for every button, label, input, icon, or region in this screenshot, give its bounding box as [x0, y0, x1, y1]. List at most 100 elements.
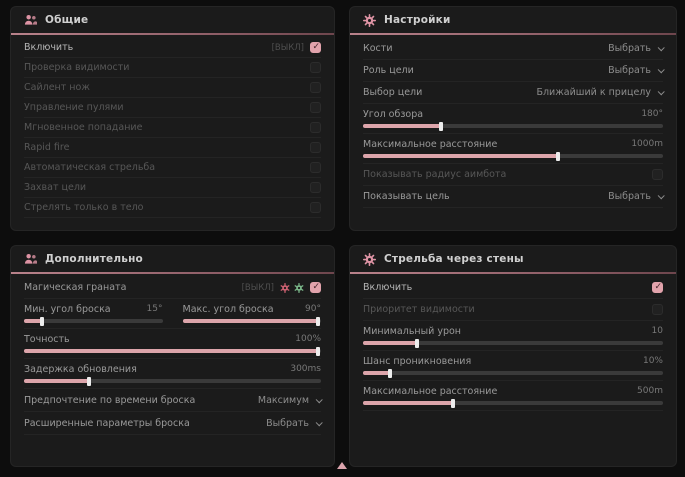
advanced-throw-dropdown[interactable]: Выбрать — [266, 417, 323, 429]
slider-value: 15° — [146, 304, 163, 314]
header-underline — [350, 272, 676, 274]
visibility-check-checkbox[interactable] — [310, 62, 321, 73]
header-underline — [11, 33, 334, 35]
accuracy-slider[interactable] — [24, 346, 321, 356]
red-status-icon — [280, 278, 290, 297]
target-role-dropdown[interactable]: Выбрать — [608, 65, 665, 76]
row-max-throw-angle: Макс. угол броска 90° — [182, 299, 321, 328]
panel-settings-header: Настройки — [350, 7, 676, 33]
row-enable: Включить [ВЫКЛ] — [24, 38, 321, 58]
row-max-distance: Максимальное расстояние 500m — [363, 381, 663, 411]
auto-fire-checkbox[interactable] — [310, 162, 321, 173]
row-enable: Включить — [363, 277, 663, 299]
slider-label: Угол обзора — [363, 108, 424, 120]
slider-thumb[interactable] — [415, 338, 419, 348]
max-throw-slider[interactable] — [182, 316, 321, 326]
bones-dropdown[interactable]: Выбрать — [608, 43, 665, 54]
slider-thumb[interactable] — [451, 398, 455, 408]
show-target-dropdown[interactable]: Выбрать — [608, 191, 665, 202]
penetration-slider[interactable] — [363, 368, 663, 378]
visibility-priority-checkbox[interactable] — [652, 304, 663, 315]
throw-time-dropdown[interactable]: Максимум — [258, 395, 323, 406]
fov-slider[interactable] — [363, 121, 663, 131]
row-show-target: Показывать цель Выбрать — [363, 186, 665, 208]
panel-additional: Дополнительно Магическая граната [ВЫКЛ] — [10, 245, 335, 467]
row-label: Выбор цели — [363, 87, 423, 98]
target-lock-checkbox[interactable] — [310, 182, 321, 193]
chevron-down-icon — [315, 418, 323, 426]
chevron-down-icon — [657, 88, 665, 96]
row-label: Включить — [363, 282, 413, 293]
chevron-down-icon — [657, 192, 665, 200]
state-tag: [ВЫКЛ] — [241, 282, 274, 293]
slider-thumb[interactable] — [556, 151, 560, 161]
bullet-control-checkbox[interactable] — [310, 102, 321, 113]
panel-title: Стрельба через стены — [384, 253, 524, 265]
row-label: Показывать радиус аимбота — [363, 169, 507, 180]
slider-thumb[interactable] — [316, 316, 321, 326]
slider-thumb[interactable] — [316, 346, 321, 356]
dropdown-value: Выбрать — [608, 43, 651, 54]
instant-hit-checkbox[interactable] — [310, 122, 321, 133]
row-label: Кости — [363, 43, 393, 54]
max-distance-slider[interactable] — [363, 151, 663, 161]
panels-grid: Общие Включить [ВЫКЛ] Проверка видимости… — [0, 0, 685, 467]
slider-thumb[interactable] — [40, 316, 44, 326]
show-radius-checkbox[interactable] — [652, 169, 663, 180]
green-status-icon — [294, 278, 304, 297]
panel-title: Настройки — [384, 14, 451, 26]
min-damage-slider[interactable] — [363, 338, 663, 348]
enable-checkbox[interactable] — [310, 42, 321, 53]
row-target-select: Выбор цели Ближайший к прицелу — [363, 82, 665, 104]
row-label: Показывать цель — [363, 191, 450, 202]
chevron-down-icon — [657, 44, 665, 52]
row-rapid-fire: Rapid fire — [24, 138, 321, 158]
rapid-fire-checkbox[interactable] — [310, 142, 321, 153]
dropdown-value: Выбрать — [608, 65, 651, 76]
min-throw-slider[interactable] — [24, 316, 163, 326]
update-delay-slider[interactable] — [24, 376, 321, 386]
slider-value: 180° — [641, 109, 663, 119]
row-label: Магическая граната — [24, 282, 127, 293]
dropdown-value: Выбрать — [608, 191, 651, 202]
target-select-dropdown[interactable]: Ближайший к прицелу — [536, 87, 665, 98]
row-label: Проверка видимости — [24, 62, 130, 73]
slider-label: Точность — [24, 333, 70, 345]
row-silent-knife: Сайлент нож — [24, 78, 321, 98]
gear-icon — [363, 252, 376, 266]
slider-thumb[interactable] — [388, 368, 392, 378]
silent-knife-checkbox[interactable] — [310, 82, 321, 93]
magic-grenade-checkbox[interactable] — [310, 282, 321, 293]
slider-label: Мин. угол броска — [24, 303, 111, 315]
panel-title: Дополнительно — [45, 253, 143, 265]
wallbang-enable-checkbox[interactable] — [652, 282, 663, 293]
wall-max-distance-slider[interactable] — [363, 398, 663, 408]
row-max-distance: Максимальное расстояние 1000m — [363, 134, 663, 164]
triangle-up-icon[interactable] — [337, 462, 347, 469]
slider-label: Максимальное расстояние — [363, 138, 498, 150]
slider-value: 10% — [642, 356, 663, 366]
row-fov: Угол обзора 180° — [363, 104, 663, 134]
panel-general: Общие Включить [ВЫКЛ] Проверка видимости… — [10, 6, 335, 231]
state-tag: [ВЫКЛ] — [271, 42, 304, 53]
row-label: Автоматическая стрельба — [24, 162, 156, 173]
slider-label: Задержка обновления — [24, 363, 137, 375]
row-show-radius: Показывать радиус аимбота — [363, 164, 663, 186]
body-only-checkbox[interactable] — [310, 202, 321, 213]
row-label: Стрелять только в тело — [24, 202, 144, 213]
slider-thumb[interactable] — [439, 121, 443, 131]
slider-value: 10 — [651, 326, 663, 336]
chevron-down-icon — [315, 395, 323, 403]
row-throw-time: Предпочтение по времени броска Максимум — [24, 389, 323, 412]
row-penetration: Шанс проникновения 10% — [363, 351, 663, 381]
row-min-throw-angle: Мин. угол броска 15° — [24, 299, 163, 328]
row-label: Захват цели — [24, 182, 87, 193]
row-label: Предпочтение по времени броска — [24, 394, 196, 406]
slider-thumb[interactable] — [87, 376, 92, 386]
slider-value: 500m — [637, 386, 663, 396]
slider-value: 90° — [305, 304, 321, 314]
row-instant-hit: Мгновенное попадание — [24, 118, 321, 138]
dropdown-value: Выбрать — [266, 417, 309, 429]
header-underline — [11, 272, 334, 274]
row-visibility-priority: Приоритет видимости — [363, 299, 663, 321]
